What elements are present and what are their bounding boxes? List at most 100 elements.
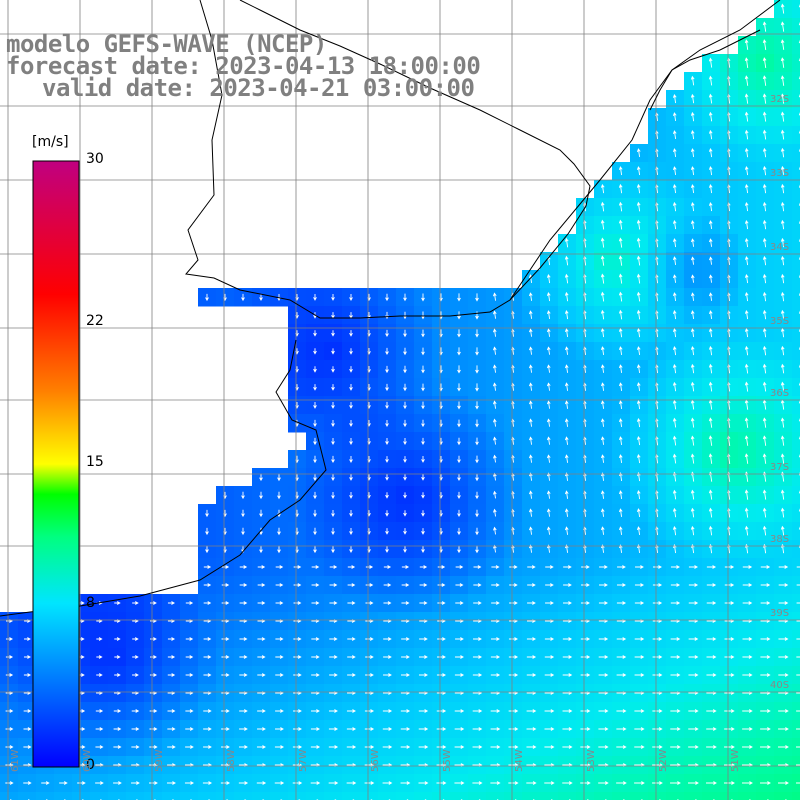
wind-arrow — [762, 183, 767, 194]
wind-arrow — [203, 601, 212, 605]
wind-arrow — [259, 545, 263, 554]
wind-arrow — [313, 473, 317, 482]
wind-cell — [792, 198, 800, 217]
wind-arrow — [329, 673, 338, 677]
lagoon-coast — [649, 29, 761, 111]
wind-cell — [432, 792, 451, 800]
wind-arrow — [475, 329, 479, 338]
wind-arrow — [5, 727, 14, 731]
wind-arrow — [203, 583, 212, 587]
wind-vectors — [5, 3, 800, 800]
wind-arrow — [275, 709, 284, 713]
wind-arrow — [238, 781, 249, 785]
wind-arrow — [490, 655, 501, 659]
wind-arrow — [364, 727, 375, 731]
wind-arrow — [221, 655, 230, 659]
lat-label: 35S — [770, 316, 790, 327]
lat-label: 33S — [770, 168, 790, 179]
wind-arrow — [457, 491, 461, 500]
wind-arrow — [259, 293, 263, 302]
wind-arrow — [313, 402, 317, 409]
wind-arrow — [672, 381, 677, 392]
wind-arrow — [617, 565, 626, 569]
wind-arrow — [349, 402, 353, 409]
wind-arrow — [275, 583, 284, 587]
wind-arrow — [475, 347, 479, 356]
wind-arrow — [564, 255, 569, 266]
wind-arrow — [382, 709, 393, 713]
wind-arrow — [492, 364, 497, 373]
wind-arrow — [475, 311, 479, 320]
wind-arrow — [744, 165, 749, 176]
wind-arrow — [636, 346, 641, 356]
wind-arrow — [760, 583, 771, 587]
wind-arrow — [618, 346, 623, 356]
wind-arrow — [762, 435, 767, 446]
wind-arrow — [724, 709, 735, 713]
wind-arrow — [742, 583, 753, 587]
wind-arrow — [508, 673, 519, 677]
wind-arrow — [383, 655, 392, 659]
wind-arrow — [41, 781, 50, 785]
wind-arrow — [760, 745, 771, 749]
wind-cell — [360, 792, 379, 800]
wind-arrow — [564, 508, 569, 517]
wind-arrow — [473, 583, 482, 587]
wind-arrow — [277, 473, 281, 482]
wind-arrow — [475, 545, 479, 554]
wind-cell — [594, 792, 613, 800]
wind-arrow — [95, 745, 104, 749]
wind-arrow — [331, 491, 335, 499]
wind-arrow — [475, 437, 479, 446]
wind-arrow — [690, 184, 695, 194]
wind-arrow — [349, 492, 353, 499]
wind-arrow — [328, 709, 338, 713]
wind-arrow — [385, 347, 389, 356]
wind-arrow — [599, 565, 608, 569]
wind-arrow — [634, 583, 644, 587]
wind-arrow — [313, 545, 317, 554]
wind-arrow — [780, 399, 785, 410]
wind-arrow — [744, 363, 749, 374]
wind-arrow — [475, 509, 479, 518]
wind-arrow — [724, 673, 735, 677]
wind-arrow — [762, 327, 767, 338]
wind-cell — [162, 792, 181, 800]
wind-arrow — [724, 781, 735, 785]
wind-arrow — [490, 637, 500, 641]
wind-arrow — [401, 583, 410, 587]
wind-arrow — [652, 583, 663, 587]
wind-arrow — [796, 692, 800, 694]
colorbar-gradient — [32, 160, 80, 768]
wind-arrow — [457, 527, 461, 536]
wind-arrow — [184, 781, 194, 785]
wind-arrow — [690, 220, 695, 230]
wind-arrow — [778, 565, 789, 569]
wind-arrow — [293, 565, 302, 569]
wind-arrow — [564, 237, 569, 248]
wind-arrow — [780, 3, 785, 14]
wind-arrow — [618, 508, 623, 517]
lon-label: 54W — [514, 749, 525, 772]
wind-arrow — [672, 274, 677, 283]
wind-arrow — [762, 381, 767, 392]
wind-arrow — [600, 183, 605, 194]
wind-arrow — [708, 310, 713, 320]
wind-arrow — [636, 291, 641, 302]
wind-arrow — [652, 709, 663, 713]
lon-label: 53W — [586, 749, 597, 772]
wind-arrow — [275, 655, 284, 659]
wind-cell — [792, 540, 800, 559]
wind-arrow — [778, 673, 789, 677]
wind-arrow — [634, 745, 645, 749]
wind-arrow — [528, 310, 533, 319]
wind-arrow — [349, 293, 353, 301]
wind-arrow — [490, 727, 501, 731]
wind-arrow — [688, 709, 699, 713]
wind-cell — [792, 576, 800, 595]
wind-arrow — [545, 583, 554, 587]
wind-cell — [378, 792, 397, 800]
wind-arrow — [762, 255, 767, 266]
wind-arrow — [185, 673, 194, 677]
wind-arrow — [690, 166, 695, 176]
